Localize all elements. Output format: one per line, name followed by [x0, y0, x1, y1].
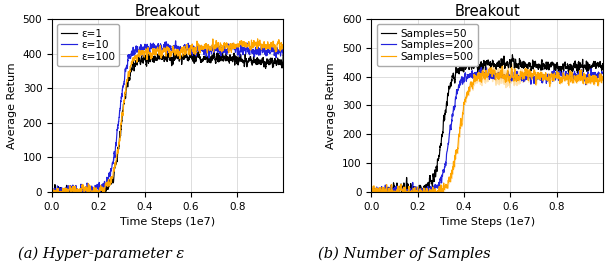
- ε=1: [48, 190, 56, 193]
- ε=1: [280, 54, 287, 57]
- Samples=500: [592, 77, 600, 80]
- Samples=500: [474, 72, 482, 76]
- ε=10: [280, 51, 287, 55]
- Line: ε=10: ε=10: [52, 41, 283, 192]
- Samples=50: [550, 63, 558, 66]
- Legend: Samples=50, Samples=200, Samples=500: Samples=50, Samples=200, Samples=500: [376, 24, 478, 66]
- ε=100: [48, 190, 56, 193]
- ε=10: [60, 190, 67, 193]
- Text: (a) Hyper-parameter ε: (a) Hyper-parameter ε: [18, 246, 184, 261]
- ε=1: [155, 55, 162, 58]
- ε=1: [274, 59, 281, 62]
- X-axis label: Time Steps (1e7): Time Steps (1e7): [439, 217, 535, 227]
- Samples=200: [592, 78, 600, 81]
- ε=10: [273, 48, 280, 52]
- ε=100: [254, 37, 261, 41]
- ε=100: [280, 47, 287, 50]
- Text: (b) Number of Samples: (b) Number of Samples: [318, 246, 490, 261]
- Line: ε=100: ε=100: [52, 39, 283, 192]
- Samples=200: [599, 71, 606, 74]
- Samples=200: [477, 66, 485, 69]
- Samples=200: [368, 190, 375, 193]
- Line: ε=1: ε=1: [52, 51, 283, 192]
- Samples=500: [599, 78, 606, 81]
- Samples=200: [480, 74, 488, 77]
- ε=1: [60, 190, 67, 193]
- Samples=200: [592, 78, 600, 81]
- Samples=500: [368, 190, 376, 193]
- ε=100: [231, 43, 238, 46]
- ε=10: [161, 44, 168, 47]
- ε=10: [155, 45, 162, 48]
- Y-axis label: Average Return: Average Return: [326, 62, 337, 149]
- Samples=200: [550, 71, 558, 74]
- Legend: ε=1, ε=10, ε=100: ε=1, ε=10, ε=100: [58, 24, 119, 66]
- ε=100: [273, 48, 280, 51]
- ε=1: [273, 59, 280, 62]
- ε=100: [273, 45, 280, 49]
- Samples=50: [480, 59, 488, 62]
- ε=10: [274, 48, 281, 51]
- ε=10: [48, 189, 56, 192]
- Samples=50: [592, 66, 600, 69]
- ε=10: [48, 190, 56, 193]
- Samples=50: [474, 70, 482, 73]
- Samples=50: [599, 64, 606, 67]
- ε=100: [60, 188, 67, 191]
- Samples=200: [379, 188, 387, 191]
- Samples=500: [379, 190, 387, 193]
- Title: Breakout: Breakout: [135, 4, 201, 19]
- Samples=500: [592, 75, 600, 78]
- Samples=50: [368, 190, 375, 193]
- Line: Samples=200: Samples=200: [371, 67, 603, 192]
- ε=1: [161, 57, 168, 60]
- Title: Breakout: Breakout: [454, 4, 520, 19]
- Samples=500: [550, 77, 558, 81]
- Samples=50: [379, 190, 387, 193]
- Line: Samples=50: Samples=50: [371, 55, 603, 192]
- Line: Samples=500: Samples=500: [371, 66, 603, 192]
- Y-axis label: Average Return: Average Return: [7, 62, 17, 149]
- ε=10: [172, 39, 179, 42]
- ε=1: [170, 49, 177, 53]
- Samples=200: [368, 189, 375, 193]
- ε=1: [231, 59, 238, 62]
- Samples=50: [509, 53, 516, 56]
- ε=100: [155, 49, 162, 52]
- ε=100: [161, 49, 168, 52]
- Samples=200: [474, 71, 482, 75]
- Samples=500: [480, 77, 488, 80]
- ε=10: [231, 47, 238, 50]
- ε=1: [49, 190, 56, 193]
- Samples=50: [592, 64, 600, 67]
- Samples=500: [499, 65, 506, 68]
- Samples=500: [368, 188, 375, 191]
- X-axis label: Time Steps (1e7): Time Steps (1e7): [120, 217, 215, 227]
